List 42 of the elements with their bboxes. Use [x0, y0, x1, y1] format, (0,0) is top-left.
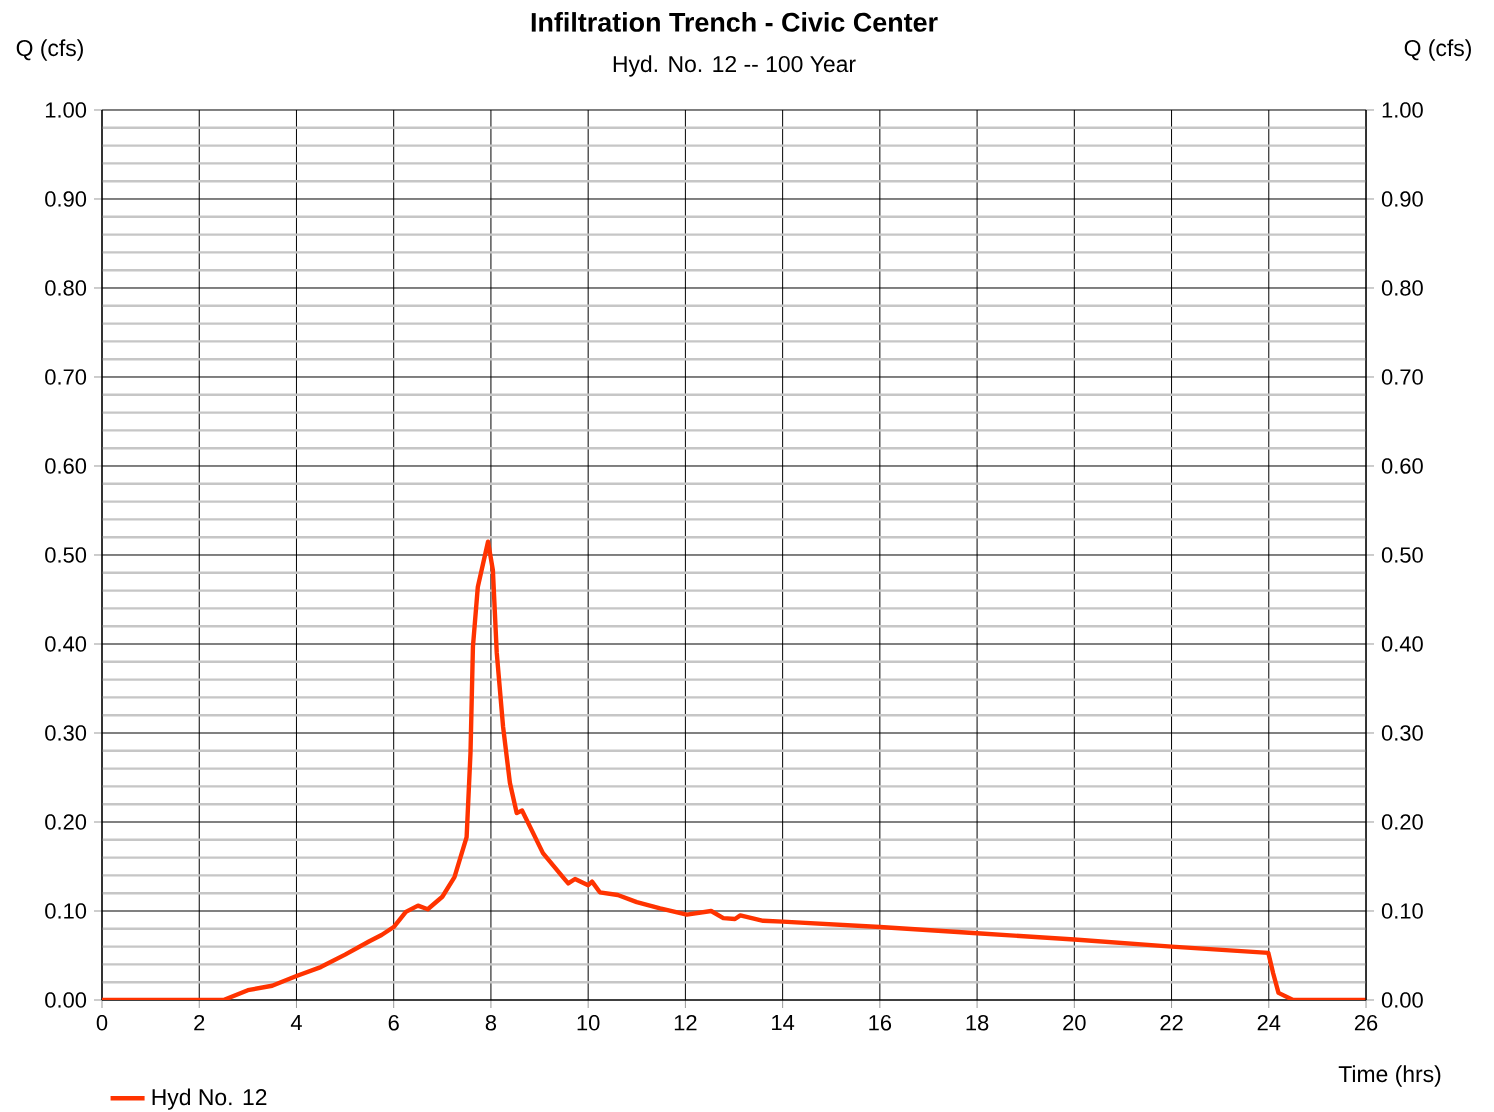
x-tick-label: 0: [96, 1015, 108, 1031]
y2-tick-label: 0.30: [1381, 725, 1423, 741]
y2-tick-label: 0.40: [1381, 636, 1423, 652]
y-tick-label: 1.00: [45, 102, 87, 118]
x-tick-label: 26: [1354, 1015, 1378, 1031]
y2-tick-label: 0.80: [1381, 280, 1423, 296]
y-tick-label: 0.80: [45, 280, 87, 296]
chart-subtitle: Hyd. No. 12 -- 100 Year: [613, 55, 856, 77]
x-tick-label: 16: [869, 1015, 892, 1031]
y-tick-label: 0.10: [45, 903, 87, 919]
y2-axis-title: Q (cfs): [1404, 39, 1471, 61]
y-tick-label: 0.00: [45, 992, 87, 1008]
x-tick-label: 6: [388, 1015, 399, 1031]
y2-tick-label: 0.90: [1381, 191, 1423, 207]
x-tick-label: 2: [194, 1015, 205, 1031]
y-tick-label: 0.20: [45, 814, 87, 830]
y2-tick-label: 0.50: [1381, 547, 1423, 563]
y2-tick-label: 0.60: [1381, 458, 1423, 474]
chart-title: Infiltration Trench - Civic Center: [531, 12, 938, 32]
y2-tick-label: 1.00: [1382, 102, 1423, 118]
x-tick-label: 24: [1257, 1015, 1281, 1031]
y2-tick-label: 0.00: [1381, 992, 1423, 1008]
x-tick-label: 12: [674, 1015, 697, 1031]
x-tick-label: 22: [1160, 1015, 1183, 1031]
x-tick-label: 4: [290, 1015, 302, 1031]
y-tick-label: 0.70: [45, 369, 87, 385]
y-axis-title: Q (cfs): [16, 39, 83, 61]
y-tick-label: 0.90: [45, 191, 87, 207]
y-tick-label: 0.40: [45, 636, 87, 652]
x-tick-label: 18: [966, 1015, 989, 1031]
y-tick-label: 0.30: [45, 725, 87, 741]
x-tick-label: 20: [1063, 1015, 1086, 1031]
x-tick-label: 10: [577, 1015, 600, 1031]
legend-label: Hyd No. 12: [152, 1088, 267, 1110]
y-tick-label: 0.50: [45, 547, 87, 563]
y2-tick-label: 0.10: [1381, 903, 1423, 919]
x-tick-label: 14: [772, 1015, 795, 1031]
x-axis-title: Time (hrs): [1338, 1065, 1441, 1087]
y2-tick-label: 0.70: [1381, 369, 1423, 385]
y-tick-label: 0.60: [45, 458, 87, 474]
x-tick-label: 8: [485, 1015, 497, 1031]
y2-tick-label: 0.20: [1381, 814, 1423, 830]
